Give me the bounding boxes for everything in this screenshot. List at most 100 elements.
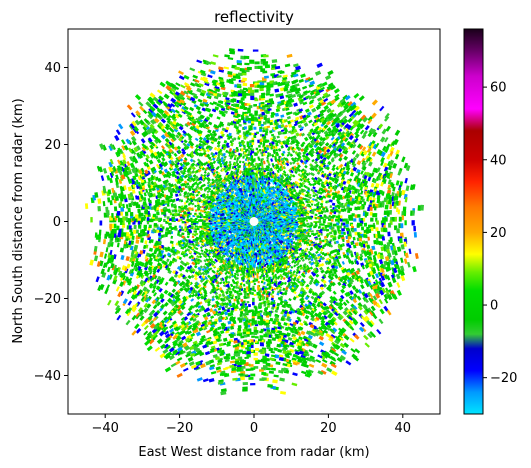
reflectivity-cell bbox=[387, 231, 391, 237]
reflectivity-cell bbox=[258, 128, 263, 132]
reflectivity-cell bbox=[257, 320, 261, 325]
reflectivity-cell bbox=[351, 228, 355, 233]
reflectivity-cell bbox=[303, 136, 309, 142]
reflectivity-cell bbox=[283, 118, 288, 123]
reflectivity-cell bbox=[248, 303, 251, 308]
reflectivity-cell bbox=[358, 326, 365, 333]
reflectivity-cell bbox=[322, 218, 327, 221]
reflectivity-cell bbox=[266, 139, 270, 143]
reflectivity-cell bbox=[274, 309, 279, 313]
reflectivity-cell bbox=[305, 219, 308, 222]
reflectivity-cell bbox=[261, 371, 267, 376]
reflectivity-cell bbox=[270, 100, 275, 105]
reflectivity-cell bbox=[298, 78, 305, 83]
reflectivity-cell bbox=[359, 200, 363, 205]
reflectivity-cell bbox=[273, 374, 279, 378]
reflectivity-cell bbox=[260, 101, 265, 105]
reflectivity-cell bbox=[270, 158, 274, 162]
reflectivity-cell bbox=[356, 160, 362, 166]
reflectivity-cell bbox=[349, 337, 355, 343]
reflectivity-cell bbox=[266, 346, 271, 350]
reflectivity-cell bbox=[347, 235, 352, 240]
reflectivity-cell bbox=[321, 362, 328, 368]
reflectivity-cell bbox=[329, 205, 333, 209]
reflectivity-cell bbox=[361, 265, 365, 270]
reflectivity-cell bbox=[313, 225, 316, 229]
reflectivity-cell bbox=[245, 368, 251, 372]
reflectivity-cell bbox=[261, 165, 264, 169]
reflectivity-cell bbox=[274, 88, 280, 93]
reflectivity-cell bbox=[394, 216, 397, 222]
reflectivity-cell bbox=[342, 301, 348, 307]
reflectivity-cell bbox=[333, 88, 340, 94]
reflectivity-cell bbox=[360, 190, 364, 195]
reflectivity-cell bbox=[353, 218, 357, 222]
reflectivity-cell bbox=[259, 182, 262, 185]
reflectivity-cell bbox=[282, 277, 286, 280]
reflectivity-cell bbox=[395, 180, 400, 186]
reflectivity-cell bbox=[264, 75, 269, 79]
reflectivity-cell bbox=[276, 135, 280, 139]
reflectivity-cell bbox=[263, 116, 268, 121]
reflectivity-cell bbox=[394, 153, 400, 160]
reflectivity-cell bbox=[253, 104, 257, 107]
reflectivity-cell bbox=[400, 223, 404, 229]
reflectivity-cell bbox=[367, 176, 372, 182]
reflectivity-cell bbox=[262, 160, 266, 165]
reflectivity-cell bbox=[277, 82, 283, 87]
reflectivity-cell bbox=[401, 156, 406, 163]
reflectivity-cell bbox=[283, 281, 287, 285]
reflectivity-cell bbox=[321, 358, 328, 364]
reflectivity-cell bbox=[267, 176, 271, 181]
reflectivity-cell bbox=[394, 250, 398, 256]
reflectivity-cell bbox=[283, 322, 288, 326]
reflectivity-cell bbox=[268, 98, 274, 102]
reflectivity-cell bbox=[403, 258, 408, 265]
reflectivity-cell bbox=[370, 182, 375, 188]
reflectivity-cell bbox=[253, 134, 257, 138]
reflectivity-cell bbox=[283, 126, 288, 131]
reflectivity-cell bbox=[261, 154, 264, 157]
reflectivity-cell bbox=[286, 53, 293, 58]
reflectivity-cell bbox=[271, 140, 275, 145]
reflectivity-cell bbox=[272, 150, 276, 155]
reflectivity-cell bbox=[318, 220, 322, 224]
reflectivity-cell bbox=[293, 63, 299, 68]
reflectivity-cell bbox=[356, 110, 363, 116]
reflectivity-cell bbox=[285, 107, 290, 112]
reflectivity-cell bbox=[329, 222, 333, 226]
reflectivity-cell bbox=[386, 309, 392, 316]
reflectivity-cell bbox=[389, 204, 393, 210]
reflectivity-cell bbox=[374, 212, 378, 218]
reflectivity-cell bbox=[330, 215, 335, 219]
reflectivity-cell bbox=[260, 94, 266, 99]
reflectivity-cell bbox=[283, 135, 288, 140]
reflectivity-cell bbox=[259, 116, 264, 120]
reflectivity-cell bbox=[259, 141, 263, 145]
reflectivity-cell bbox=[257, 281, 260, 284]
reflectivity-cell bbox=[269, 357, 275, 361]
reflectivity-cell bbox=[290, 265, 294, 269]
reflectivity-cell bbox=[252, 297, 255, 301]
reflectivity-cell bbox=[333, 351, 340, 357]
reflectivity-cell bbox=[322, 220, 326, 224]
reflectivity-cell bbox=[269, 93, 274, 97]
reflectivity-cell bbox=[303, 122, 309, 127]
reflectivity-cell bbox=[308, 363, 315, 368]
reflectivity-cell bbox=[266, 283, 269, 287]
reflectivity-cell bbox=[359, 321, 365, 328]
reflectivity-cell bbox=[383, 298, 389, 304]
reflectivity-cell bbox=[257, 123, 262, 127]
reflectivity-cell bbox=[393, 203, 397, 209]
reflectivity-cell bbox=[420, 204, 424, 211]
reflectivity-cell bbox=[312, 343, 318, 349]
reflectivity-cell bbox=[306, 213, 309, 216]
reflectivity-cell bbox=[253, 305, 257, 309]
reflectivity-cell bbox=[254, 98, 259, 102]
reflectivity-cell bbox=[314, 213, 318, 216]
reflectivity-cell bbox=[257, 285, 260, 289]
reflectivity-cell bbox=[401, 215, 404, 221]
reflectivity-cell bbox=[349, 217, 354, 221]
reflectivity-cell bbox=[396, 246, 402, 252]
reflectivity-cell bbox=[265, 89, 271, 94]
